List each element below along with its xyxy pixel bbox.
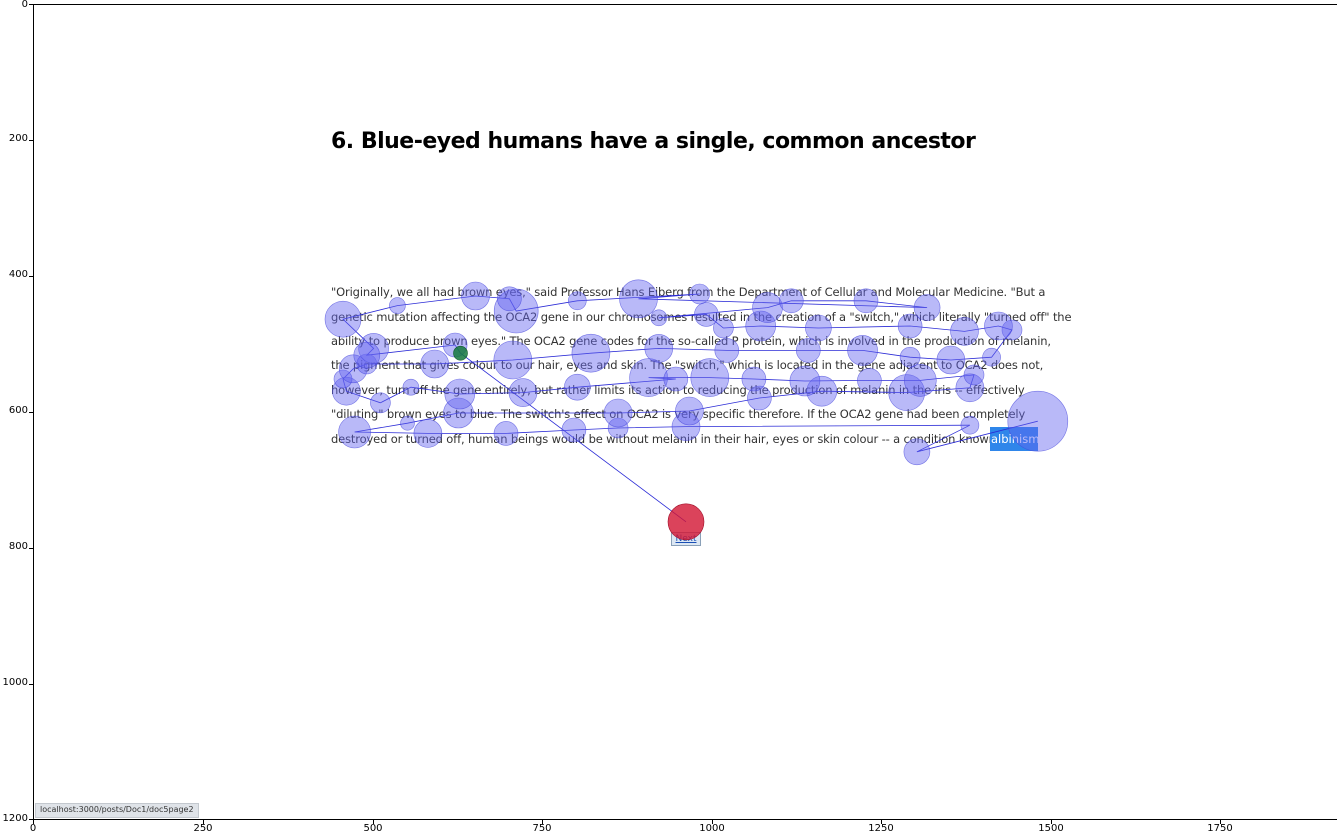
- y-tick-label: 600: [8, 405, 28, 416]
- paragraph-line: "diluting" brown eyes to blue. The switc…: [331, 407, 1026, 421]
- y-tick-mark: [29, 276, 33, 277]
- paragraph-line: ability to produce brown eyes." The OCA2…: [331, 334, 1051, 348]
- paragraph-line: genetic mutation affecting the OCA2 gene…: [331, 310, 1072, 324]
- x-tick-mark: [33, 820, 34, 824]
- y-tick-mark: [29, 819, 33, 820]
- x-tick-mark: [1220, 820, 1221, 824]
- y-tick-mark: [29, 684, 33, 685]
- y-tick-label: 0: [21, 0, 28, 10]
- x-tick-mark: [881, 820, 882, 824]
- highlighted-word: albinism.: [990, 427, 1043, 451]
- y-tick-mark: [29, 4, 33, 5]
- next-button[interactable]: Next: [671, 532, 701, 546]
- x-tick-mark: [373, 820, 374, 824]
- y-tick-mark: [29, 140, 33, 141]
- x-tick-label: 1000: [699, 823, 725, 834]
- x-tick-mark: [712, 820, 713, 824]
- x-tick-label: 500: [363, 823, 383, 834]
- x-tick-label: 750: [532, 823, 552, 834]
- paragraph-line: "Originally, we all had brown eyes," sai…: [331, 285, 1046, 299]
- paragraph-line: the pigment that gives colour to our hai…: [331, 358, 1044, 372]
- x-tick-mark: [542, 820, 543, 824]
- y-tick-label: 1000: [2, 677, 28, 688]
- x-tick-label: 0: [29, 823, 37, 834]
- y-tick-mark: [29, 412, 33, 413]
- x-tick-label: 1500: [1038, 823, 1064, 834]
- x-tick-mark: [1051, 820, 1052, 824]
- y-tick-label: 800: [8, 541, 28, 552]
- x-tick-label: 250: [193, 823, 213, 834]
- x-tick-label: 1750: [1207, 823, 1233, 834]
- x-tick-label: 1250: [868, 823, 894, 834]
- paragraph-line: destroyed or turned off, human beings wo…: [331, 432, 1012, 446]
- y-tick-mark: [29, 548, 33, 549]
- y-tick-label: 400: [8, 269, 28, 280]
- x-tick-mark: [203, 820, 204, 824]
- plot-area: 6. Blue-eyed humans have a single, commo…: [33, 4, 1337, 820]
- y-tick-label: 200: [8, 133, 28, 144]
- y-tick-label: 1200: [2, 813, 28, 824]
- paragraph-line: however, turn off the gene entirely, but…: [331, 383, 1025, 397]
- page-title: 6. Blue-eyed humans have a single, commo…: [331, 129, 976, 154]
- status-bar-url: localhost:3000/posts/Doc1/doc5page2: [35, 803, 199, 818]
